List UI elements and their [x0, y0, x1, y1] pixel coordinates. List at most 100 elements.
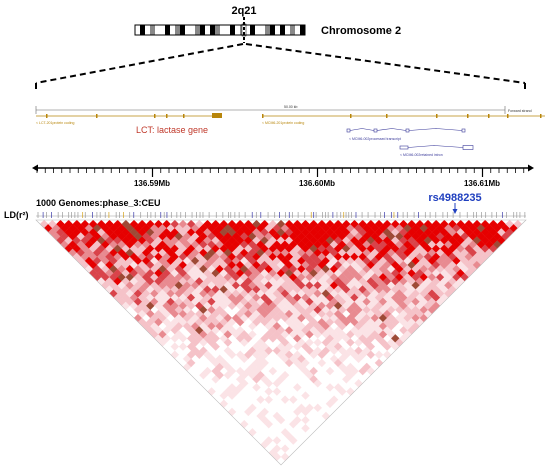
ideogram-band [210, 25, 215, 35]
ideogram-band [235, 25, 240, 35]
ld-cell [272, 387, 282, 396]
ld-triangle-outline [35, 219, 527, 466]
ld-cell [301, 415, 310, 425]
ideogram-band [270, 25, 275, 35]
ld-cell [264, 419, 274, 429]
ld-cell [313, 403, 323, 413]
ld-cell [260, 407, 269, 417]
ld-cell [264, 387, 274, 396]
ld-heatmap [39, 220, 523, 462]
ideogram-band [220, 25, 225, 35]
lct-transcript [36, 113, 222, 118]
ld-cell [305, 403, 314, 413]
ld-cell [264, 436, 274, 445]
ideogram-band [260, 25, 265, 35]
lct-annotation: LCT: lactase gene [136, 125, 208, 135]
ld-cell [321, 411, 331, 421]
ld-cell [280, 444, 290, 453]
ld-cell [248, 428, 257, 437]
ld-cell [309, 366, 318, 376]
ideogram-band [150, 25, 155, 35]
ideogram-band [205, 25, 210, 35]
ld-cell [252, 383, 261, 392]
ld-cell [211, 342, 220, 351]
ld-cell [223, 338, 233, 347]
mcm6-processed-transcript [346, 128, 466, 133]
ld-cell [301, 358, 310, 368]
genomic-axis: 136.59Mb 136.60Mb 136.61Mb [32, 164, 534, 188]
ld-cell [260, 358, 269, 368]
snp-ticks [37, 212, 526, 218]
ideogram-band [165, 25, 170, 35]
ld-cell [178, 334, 188, 343]
ld-cell [280, 452, 290, 462]
ld-cell [350, 366, 359, 376]
ld-cell [366, 342, 376, 351]
ideogram-band [285, 25, 290, 35]
ld-cell [268, 366, 278, 376]
ideogram-band [195, 25, 200, 35]
ld-cell [203, 366, 212, 376]
lct-transcript-label: < LCT-201protein coding [36, 121, 74, 125]
axis-tick-label-3: 136.61Mb [464, 179, 500, 188]
population-label: 1000 Genomes:phase_3:CEU [36, 198, 161, 208]
ld-cell [239, 419, 249, 429]
mcm6-transcript [262, 114, 545, 118]
ld-cell [227, 407, 237, 417]
ld-cell [170, 350, 180, 360]
ld-cell [293, 383, 302, 392]
highlight-snp-arrow [452, 203, 458, 214]
ld-cell [329, 395, 339, 404]
ideogram-band [275, 25, 280, 35]
mcm6-retained-intron [399, 145, 474, 150]
ideogram-band [290, 25, 295, 35]
ld-cell [186, 358, 196, 368]
zoom-lines [35, 43, 526, 90]
chromosome-ideogram [134, 23, 306, 37]
ld-cell [313, 379, 323, 388]
ideogram-band [180, 25, 185, 35]
ideogram-band [160, 25, 165, 35]
ld-cell [317, 358, 327, 368]
ld-cell [280, 395, 290, 404]
ld-cell [346, 387, 355, 396]
ld-cell [248, 330, 257, 339]
ideogram-band [185, 25, 190, 35]
ld-cell [288, 436, 298, 445]
ld-cell [227, 366, 237, 376]
ideogram-band [250, 25, 255, 35]
ideogram-band [265, 25, 270, 35]
axis-tick-label-2: 136.60Mb [299, 179, 335, 188]
strand-label: Forward strand [508, 109, 532, 113]
ideogram-band [140, 25, 145, 35]
highlight-snp-label: rs4988235 [428, 192, 481, 204]
ld-cell [301, 391, 310, 400]
ld-cell [227, 350, 237, 360]
ld-cell [301, 423, 310, 433]
ld-cell [284, 342, 294, 351]
ld-cell [366, 350, 376, 360]
ld-cell [207, 387, 216, 396]
ideogram-band [255, 25, 260, 35]
ideogram-band [225, 25, 230, 35]
ideogram-band [245, 25, 250, 35]
band-label: 2q21 [231, 5, 256, 17]
chromosome-label: Chromosome 2 [321, 25, 401, 37]
ideogram-band [135, 25, 140, 35]
ideogram-band [200, 25, 205, 35]
ld-cell [215, 370, 225, 380]
ld-cell [280, 370, 290, 380]
ld-cell [219, 399, 229, 409]
ld-cell [346, 338, 355, 347]
ld-cell [305, 338, 314, 347]
ideogram-band [155, 25, 160, 35]
ld-cell [239, 379, 249, 388]
ideogram-band [215, 25, 220, 35]
ld-cell [211, 334, 220, 343]
ld-cell [354, 379, 363, 388]
ld-cell [276, 415, 286, 425]
ld-cell [256, 395, 265, 404]
ld-cell [264, 346, 274, 355]
ideogram-band [230, 25, 235, 35]
ideogram-band [145, 25, 150, 35]
